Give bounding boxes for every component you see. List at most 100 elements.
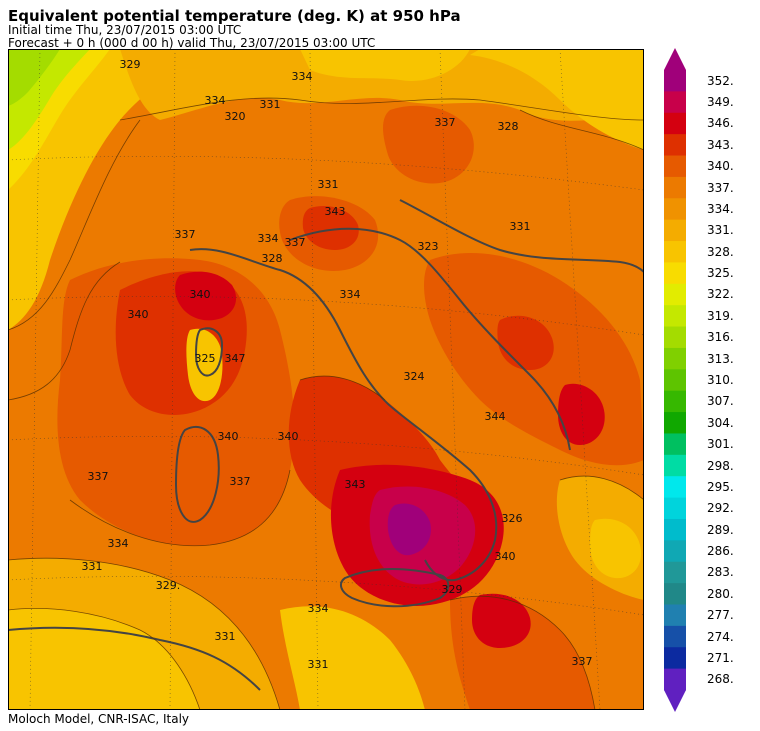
- colorbar-cell: [664, 70, 686, 92]
- coastline-adriatic: [289, 227, 571, 451]
- colorbar-cell: [664, 369, 686, 392]
- legend-label: 295.: [707, 479, 734, 494]
- colorbar-cell: [664, 91, 686, 114]
- legend-label: 313.: [707, 351, 734, 366]
- contour-label: 340: [278, 430, 299, 443]
- legend-label: 298.: [707, 458, 734, 473]
- contour-label: 340: [218, 430, 239, 443]
- colorbar-cell: [664, 518, 686, 541]
- colorbar-bottom-arrow: [664, 690, 686, 712]
- legend-label: 331.: [707, 223, 734, 238]
- contour-label: 331: [215, 630, 236, 643]
- field-east-hot2: [558, 383, 605, 445]
- colorbar-cell: [664, 625, 686, 648]
- contour-label: 337: [435, 116, 456, 129]
- coastline-corsica: [194, 327, 224, 377]
- contour-label: 334: [205, 94, 226, 107]
- colorbar-cell: [664, 390, 686, 413]
- legend-label: 277.: [707, 608, 734, 623]
- colorbar-cell: [664, 305, 686, 328]
- legend-label: 325.: [707, 266, 734, 281]
- legend-label: 343.: [707, 137, 734, 152]
- colorbar-cell: [664, 454, 686, 477]
- legend-label: 271.: [707, 650, 734, 665]
- contour-label: 329: [442, 583, 463, 596]
- colorbar-cell: [664, 412, 686, 434]
- contour-label: 329: [120, 58, 141, 71]
- legend-label: 316.: [707, 330, 734, 345]
- contour-label: 329.: [156, 579, 181, 592]
- contour-label: 343: [345, 478, 366, 491]
- colorbar-cell: [664, 647, 686, 670]
- legend-label: 349.: [707, 95, 734, 110]
- colorbar-cell: [664, 198, 686, 221]
- forecast-validity-line: Forecast + 0 h (000 d 00 h) valid Thu, 2…: [8, 36, 376, 50]
- colorbar-cell: [664, 476, 686, 499]
- field-sw-yellow: [8, 608, 200, 710]
- colorbar-cell: [664, 241, 686, 263]
- legend-label: 274.: [707, 629, 734, 644]
- contour-label: 334: [108, 537, 129, 550]
- colorbar-cell: [664, 561, 686, 584]
- colorbar-cell: [664, 497, 686, 520]
- contour-label: 340: [495, 550, 516, 563]
- contour-label: 337: [285, 236, 306, 249]
- contour-label: 334: [292, 70, 313, 83]
- legend-label: 301.: [707, 437, 734, 452]
- legend-label: 352.: [707, 73, 734, 88]
- contour-label: 340: [190, 288, 211, 301]
- contour-label: 324: [404, 370, 425, 383]
- legend-label: 337.: [707, 180, 734, 195]
- legend-label: 292.: [707, 501, 734, 516]
- field-south-band: [280, 606, 425, 710]
- contour-label: 344: [485, 410, 506, 423]
- colorbar-cell: [664, 155, 686, 178]
- contour-label: 347: [225, 352, 246, 365]
- field-north-light: [300, 49, 470, 81]
- contour-label: 331: [308, 658, 329, 671]
- legend-label: 268.: [707, 672, 734, 687]
- colorbar-cell: [664, 176, 686, 199]
- colorbar-cell: [664, 134, 686, 157]
- colorbar-cell: [664, 283, 686, 306]
- initial-time-line: Initial time Thu, 23/07/2015 03:00 UTC: [8, 23, 242, 37]
- contour-label: 337: [230, 475, 251, 488]
- map-title: Equivalent potential temperature (deg. K…: [8, 7, 461, 25]
- legend-label: 280.: [707, 586, 734, 601]
- field-ne-light: [470, 49, 644, 150]
- colorbar-cell: [664, 433, 686, 456]
- contour-label: 331: [318, 178, 339, 191]
- model-credit: Moloch Model, CNR-ISAC, Italy: [8, 712, 190, 726]
- contour-label: 340: [128, 308, 149, 321]
- contour-label: 334: [340, 288, 361, 301]
- colorbar-cell: [664, 604, 686, 627]
- contour-label: 334: [258, 232, 279, 245]
- field-se-yellow: [590, 518, 642, 579]
- legend-label: 304.: [707, 415, 734, 430]
- colorbar-cell: [664, 112, 686, 135]
- field-south-lower-hot: [472, 593, 531, 648]
- contour-label: 325: [195, 352, 216, 365]
- legend-label: 334.: [707, 201, 734, 216]
- contour-label: 331: [510, 220, 531, 233]
- colorbar-cell: [664, 668, 686, 691]
- legend-label: 328.: [707, 244, 734, 259]
- colorbar-top-arrow: [664, 48, 686, 70]
- contour-label: 334: [308, 602, 329, 615]
- contour-label: 337: [572, 655, 593, 668]
- colorbar-cell: [664, 262, 686, 285]
- legend-label: 319.: [707, 308, 734, 323]
- coastline-sicily: [339, 568, 450, 608]
- legend-label: 346.: [707, 116, 734, 131]
- colorbar-cell: [664, 540, 686, 563]
- contour-label: 337: [175, 228, 196, 241]
- legend-label: 310.: [707, 373, 734, 387]
- legend-label: 283.: [707, 565, 734, 580]
- contour-label: 320: [225, 110, 246, 123]
- colorbar: [664, 48, 686, 712]
- colorbar-cell: [664, 219, 686, 242]
- legend-label: 322.: [707, 287, 734, 302]
- coastline-north-africa: [8, 626, 261, 691]
